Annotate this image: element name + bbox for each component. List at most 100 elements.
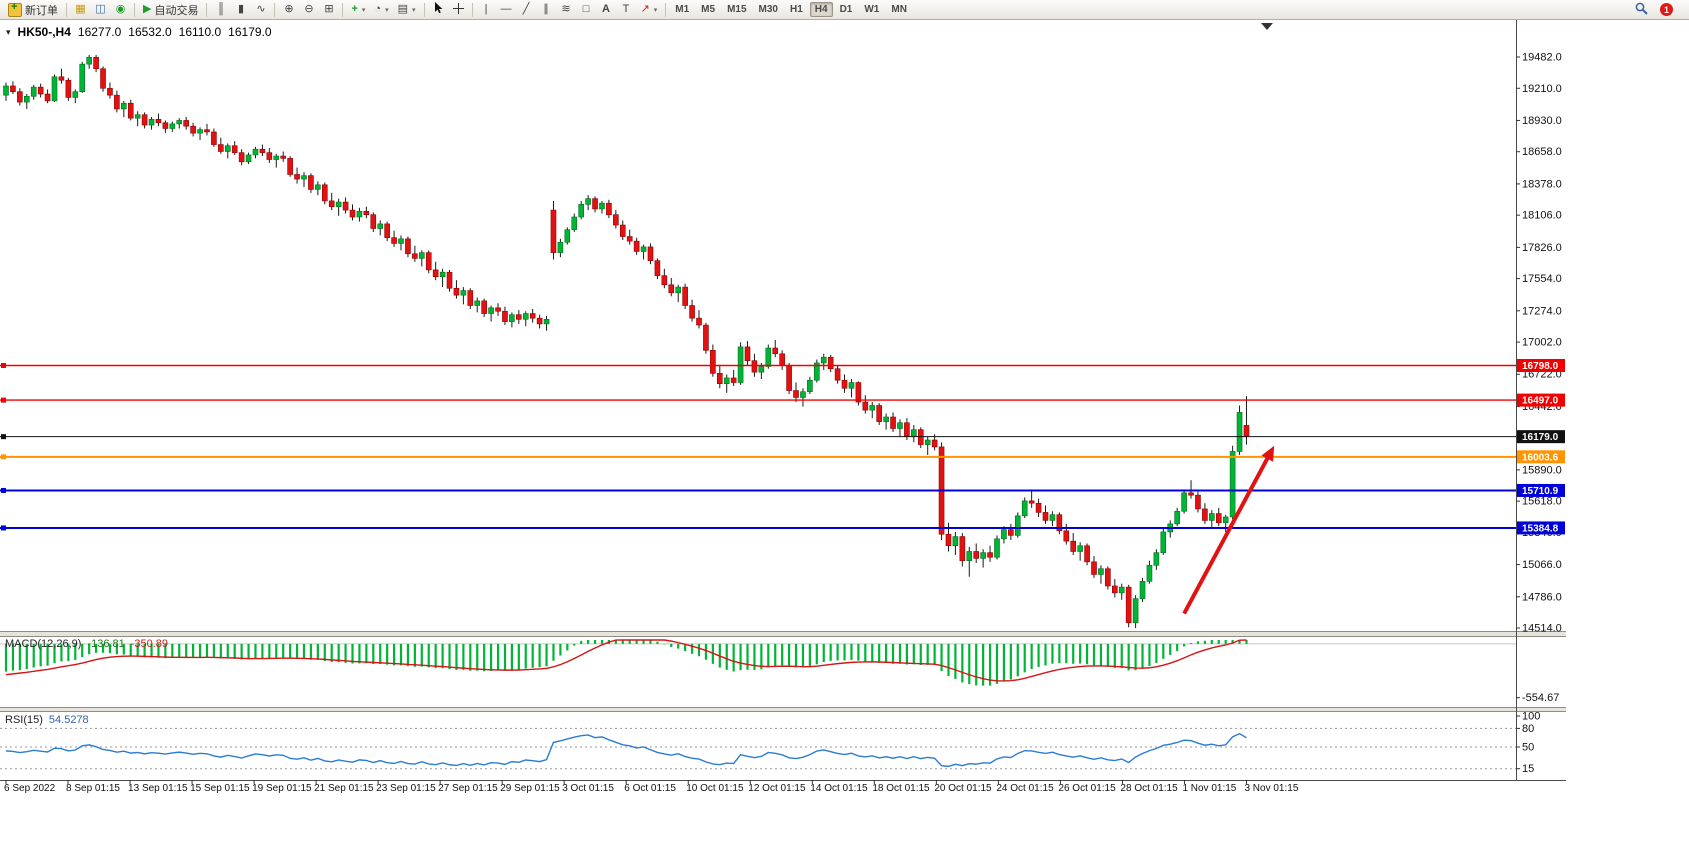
navigator-icon: ◉: [115, 3, 126, 15]
timeframe-m1-button[interactable]: M1: [670, 2, 694, 17]
svg-text:15384.8: 15384.8: [1522, 523, 1559, 534]
macd-histogram: [4, 640, 1248, 686]
navigator-button[interactable]: ◉: [111, 1, 130, 18]
bar-chart-icon: ║: [217, 3, 225, 15]
vertical-line-button[interactable]: |: [477, 1, 496, 18]
chart-menu-icon[interactable]: ▾: [6, 26, 11, 37]
ohlc-high: 16532.0: [128, 25, 172, 39]
candles-layer[interactable]: [3, 54, 1250, 629]
fibonacci-button[interactable]: ≋: [557, 1, 576, 18]
macd-signal-line: [5, 639, 1247, 682]
tile-windows-button[interactable]: ⊞: [319, 1, 338, 18]
macd-title: MACD(12,26,9): [5, 638, 82, 650]
shapes-icon: □: [582, 3, 590, 15]
svg-text:100: 100: [1522, 711, 1540, 723]
ohlc-open: 16277.0: [77, 25, 122, 39]
channel-button[interactable]: ∥: [537, 1, 556, 18]
zoom-out-button[interactable]: ⊖: [299, 1, 318, 18]
time-axis[interactable]: [0, 780, 1566, 802]
market-watch-button[interactable]: ▦: [71, 1, 90, 18]
level-handle: [1, 525, 6, 531]
autotrade-label: 自动交易: [154, 4, 199, 17]
svg-text:28 Oct 01:15: 28 Oct 01:15: [1120, 783, 1178, 794]
tile-windows-icon: ⊞: [324, 3, 334, 15]
line-chart-button[interactable]: ∿: [251, 1, 270, 18]
autotrade-button[interactable]: ▶ 自动交易: [139, 1, 202, 18]
svg-text:3 Oct 01:15: 3 Oct 01:15: [562, 783, 614, 794]
arrows-button[interactable]: ↗ ▾: [637, 1, 662, 18]
market-watch-icon: ▦: [75, 3, 86, 15]
shift-marker-icon[interactable]: [1261, 23, 1273, 30]
price-badge: 16497.0: [1517, 393, 1565, 407]
cursor-icon: [434, 2, 443, 17]
rsi-title: RSI(15): [5, 714, 43, 726]
chart-canvas[interactable]: 19482.0 19210.0 18930.0 18658.0 18378.0 18106…: [0, 20, 1689, 861]
toolbar-separator: [206, 2, 208, 17]
svg-text:16497.0: 16497.0: [1522, 396, 1559, 407]
indicators-icon: +: [351, 3, 358, 15]
zoom-in-icon: ⊕: [284, 3, 294, 15]
svg-text:14786.0: 14786.0: [1522, 591, 1562, 603]
ohlc-close: 16179.0: [228, 25, 272, 39]
chevron-down-icon: ▾: [412, 6, 416, 14]
trendline-button[interactable]: ╱: [517, 1, 536, 18]
svg-text:18930.0: 18930.0: [1522, 115, 1562, 127]
templates-button[interactable]: ▤ ▾: [394, 1, 420, 18]
rsi-value: 54.5278: [48, 714, 89, 726]
timeframe-d1-button[interactable]: D1: [835, 2, 858, 17]
svg-text:27 Sep 01:15: 27 Sep 01:15: [438, 783, 498, 794]
chart-window[interactable]: 19482.0 19210.0 18930.0 18658.0 18378.0 18106…: [0, 20, 1689, 861]
shapes-button[interactable]: □: [577, 1, 596, 18]
timeframe-w1-button[interactable]: W1: [859, 2, 884, 17]
text-button[interactable]: A: [597, 1, 616, 18]
notification-badge[interactable]: 1: [1660, 3, 1673, 16]
svg-text:17554.0: 17554.0: [1522, 273, 1562, 285]
svg-text:15: 15: [1522, 763, 1534, 775]
fibonacci-icon: ≋: [561, 3, 571, 15]
periods-button[interactable]: ◔ ▾: [370, 1, 392, 18]
new-order-icon: [8, 1, 22, 17]
rsi-line: [5, 732, 1247, 768]
text-label-button[interactable]: T: [617, 1, 636, 18]
svg-text:15 Sep 01:15: 15 Sep 01:15: [190, 783, 250, 794]
horizontal-line-icon: —: [500, 3, 512, 15]
new-order-button[interactable]: 新订单: [4, 1, 62, 18]
svg-text:3 Nov 01:15: 3 Nov 01:15: [1244, 783, 1298, 794]
timeframe-toolbar: M1 M5 M15 M30 H1 H4 D1 W1 MN: [670, 2, 912, 17]
price-badge: 16003.6: [1517, 450, 1565, 464]
timeframe-mn-button[interactable]: MN: [886, 2, 912, 17]
svg-text:12 Oct 01:15: 12 Oct 01:15: [748, 783, 806, 794]
toolbar-separator: [134, 2, 135, 17]
svg-text:18 Oct 01:15: 18 Oct 01:15: [872, 783, 930, 794]
trend-arrow[interactable]: [1182, 445, 1275, 615]
timeframe-m30-button[interactable]: M30: [754, 2, 783, 17]
svg-text:6 Oct 01:15: 6 Oct 01:15: [624, 783, 676, 794]
chevron-down-icon: ▾: [361, 6, 366, 14]
timeframe-h4-button[interactable]: H4: [809, 2, 833, 17]
timeframe-m15-button[interactable]: M15: [722, 2, 751, 17]
arrows-icon: ↗: [640, 3, 650, 15]
timeframe-m5-button[interactable]: M5: [696, 2, 720, 17]
timeframe-h1-button[interactable]: H1: [785, 2, 808, 17]
candlestick-button[interactable]: ▮: [231, 1, 250, 18]
price-badge: 16798.0: [1517, 359, 1565, 373]
bar-chart-button[interactable]: ║: [211, 1, 230, 18]
crosshair-button[interactable]: [449, 1, 468, 18]
zoom-in-button[interactable]: ⊕: [279, 1, 298, 18]
levels-layer[interactable]: 16798.0 16497.0 16179.0 16003.6 15710.9 15384…: [0, 359, 1565, 535]
svg-text:29 Sep 01:15: 29 Sep 01:15: [500, 783, 560, 794]
svg-text:17826.0: 17826.0: [1522, 242, 1562, 254]
candlestick-icon: ▮: [237, 3, 244, 15]
search-button[interactable]: [1631, 1, 1652, 18]
svg-text:16179.0: 16179.0: [1522, 432, 1559, 443]
toolbar-separator: [665, 2, 667, 17]
cursor-button[interactable]: [429, 1, 448, 18]
horizontal-line-button[interactable]: —: [497, 1, 516, 18]
price-axis[interactable]: [1517, 20, 1689, 780]
svg-text:16798.0: 16798.0: [1522, 361, 1559, 372]
channel-icon: ∥: [543, 3, 549, 15]
level-handle: [1, 363, 6, 369]
data-window-button[interactable]: ◫: [91, 1, 110, 18]
trendline-icon: ╱: [522, 3, 530, 15]
indicators-button[interactable]: + ▾: [347, 1, 369, 18]
